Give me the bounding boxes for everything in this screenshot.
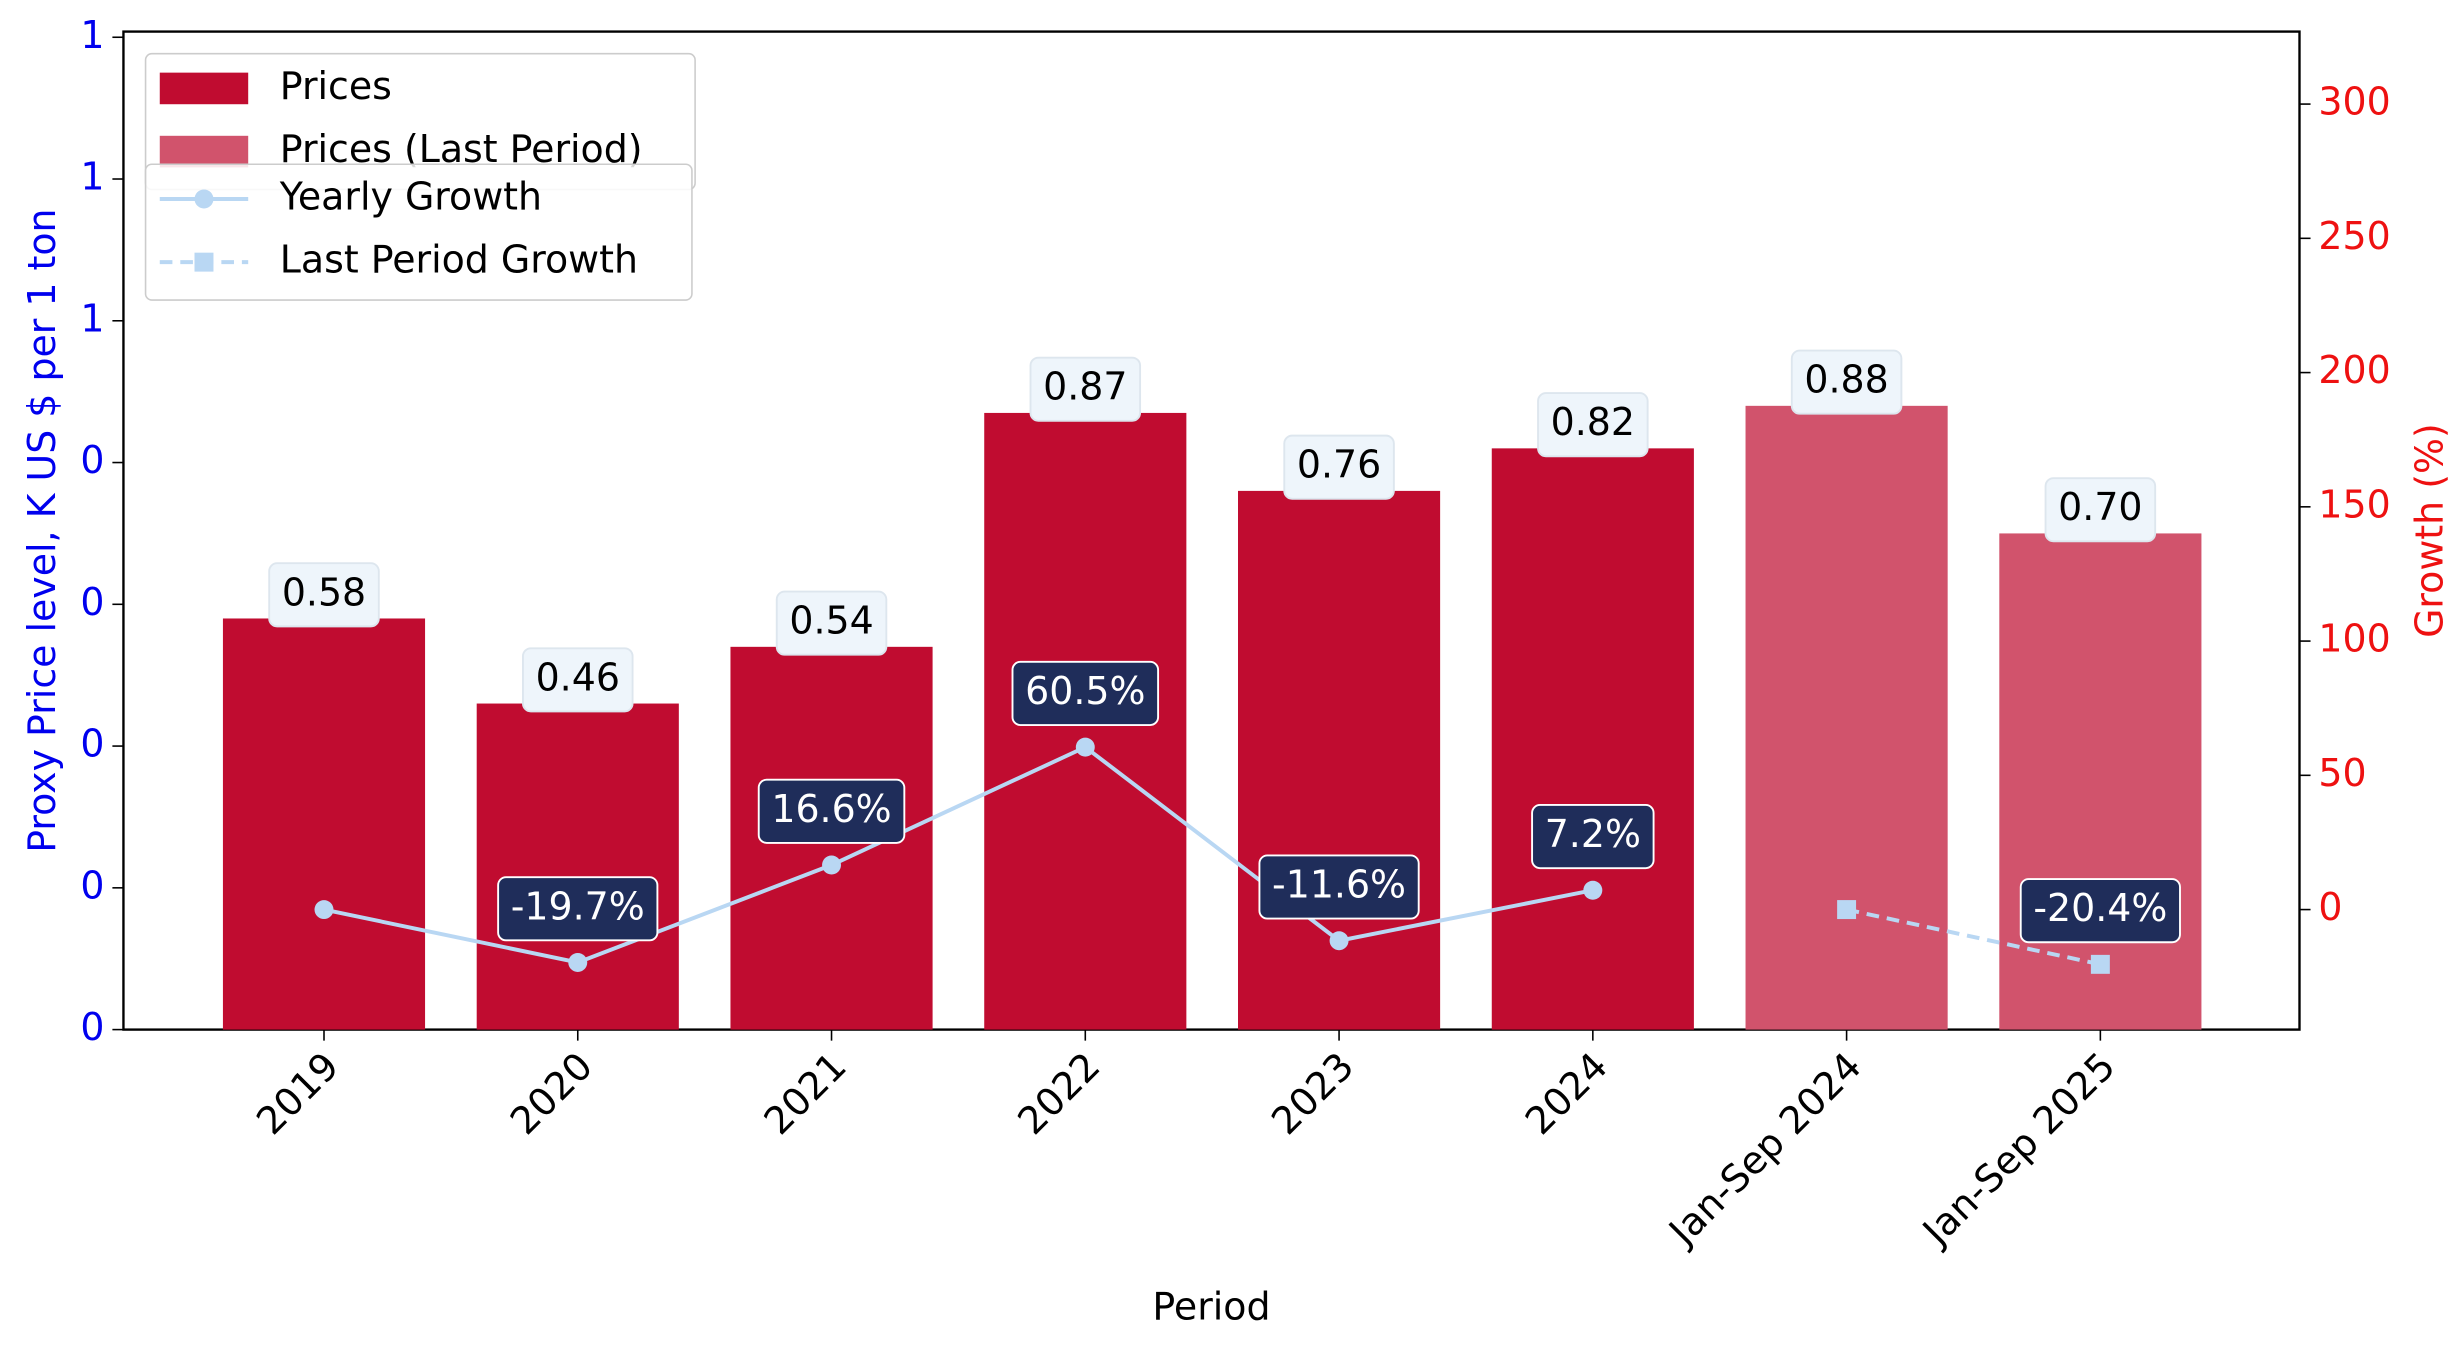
legend-swatch xyxy=(159,135,249,168)
bar xyxy=(1745,405,1948,1030)
legend-label: Yearly Growth xyxy=(279,174,542,218)
y-tick-label: 0 xyxy=(80,438,104,482)
legend-swatch xyxy=(159,72,249,105)
x-tick-label: Jan-Sep 2025 xyxy=(1913,1044,2124,1255)
x-tick-label: 2020 xyxy=(502,1044,601,1143)
marker xyxy=(1837,900,1857,920)
y-tick-label: 1 xyxy=(80,155,104,199)
data-label-text: 0.82 xyxy=(1551,400,1635,444)
data-label-box xyxy=(522,647,634,713)
bar xyxy=(1491,448,1694,1030)
data-label-text: 0.76 xyxy=(1297,443,1381,487)
data-label: 0.70 xyxy=(2044,477,2157,543)
data-label: 0.82 xyxy=(1537,392,1649,458)
data-label: 0.54 xyxy=(775,590,888,656)
data-label-text: 0.46 xyxy=(536,655,620,699)
data-label-text: 0.54 xyxy=(789,599,873,643)
marker xyxy=(1329,931,1349,951)
data-label: 0.88 xyxy=(1790,349,1903,415)
bar xyxy=(222,618,426,1030)
data-label-text: -19.7% xyxy=(511,884,645,928)
marker xyxy=(2090,954,2110,974)
x-tick-label: Jan-Sep 2024 xyxy=(1659,1044,1870,1255)
data-label: 7.2% xyxy=(1531,804,1655,870)
y-tick-label: 0 xyxy=(80,863,104,907)
y2-tick-label: 250 xyxy=(2318,214,2390,258)
data-label-box xyxy=(775,590,888,656)
x-tick-label: 2021 xyxy=(756,1044,855,1143)
marker xyxy=(1583,880,1603,900)
y-tick-label: 0 xyxy=(80,580,104,624)
y2-axis-label: Growth (%) xyxy=(2408,423,2452,638)
data-label: -20.4% xyxy=(2019,878,2181,944)
x-tick-label: 2023 xyxy=(1263,1044,1362,1143)
legend-marker xyxy=(194,252,214,272)
plot-frame xyxy=(122,30,2301,1031)
line xyxy=(1846,907,2101,967)
y-tick-label: 1 xyxy=(80,13,104,57)
bar xyxy=(1999,533,2202,1030)
y-tick-label: 0 xyxy=(80,1005,104,1049)
data-label: -11.6% xyxy=(1258,854,1420,920)
data-label-box xyxy=(1790,349,1903,415)
data-label: 0.46 xyxy=(522,647,634,713)
marker xyxy=(568,952,588,972)
data-label-box xyxy=(1531,804,1655,870)
data-label-box xyxy=(2044,477,2157,543)
x-tick-label: 2022 xyxy=(1009,1044,1108,1143)
data-label-text: 0.88 xyxy=(1804,358,1888,402)
data-label-text: 0.58 xyxy=(282,570,366,614)
legend-box xyxy=(144,163,693,301)
data-label: 16.6% xyxy=(757,778,906,844)
data-label-box xyxy=(2019,878,2181,944)
x-axis-label: Period xyxy=(1152,1285,1270,1329)
data-label-box xyxy=(757,778,906,844)
legend-label: Last Period Growth xyxy=(280,238,638,282)
data-label-text: 0.87 xyxy=(1043,365,1127,409)
legend-label: Prices xyxy=(280,64,392,108)
data-label-box xyxy=(268,562,380,628)
data-label-text: 7.2% xyxy=(1545,812,1641,856)
data-label-text: 60.5% xyxy=(1025,669,1145,713)
y2-tick-label: 100 xyxy=(2318,617,2390,661)
bar xyxy=(476,703,679,1030)
data-label: 0.58 xyxy=(268,562,380,628)
y2-tick-label: 300 xyxy=(2318,80,2390,124)
y-tick-label: 0 xyxy=(80,722,104,766)
data-label-box xyxy=(1029,356,1142,422)
data-label-box xyxy=(1537,392,1649,458)
legend: Yearly Growth Last Period Growth xyxy=(144,163,693,301)
data-label-text: 0.70 xyxy=(2058,485,2142,529)
y-tick-label: 1 xyxy=(80,296,104,340)
data-label-box xyxy=(1011,660,1160,726)
y-axis-label: Proxy Price level, K US $ per 1 ton xyxy=(20,208,64,852)
data-label-box xyxy=(497,876,659,942)
data-label: -19.7% xyxy=(497,876,659,942)
data-label: 0.87 xyxy=(1029,356,1142,422)
legend-marker xyxy=(194,189,214,209)
data-label-box xyxy=(1258,854,1420,920)
data-label-text: 16.6% xyxy=(771,787,891,831)
y2-tick-label: 0 xyxy=(2318,885,2342,929)
x-tick-label: 2019 xyxy=(248,1044,347,1143)
data-label-text: -20.4% xyxy=(2033,886,2167,930)
data-label-box xyxy=(1283,434,1395,500)
marker xyxy=(822,855,842,875)
y2-tick-label: 150 xyxy=(2318,482,2390,526)
y2-tick-label: 50 xyxy=(2318,751,2366,795)
x-tick-label: 2024 xyxy=(1517,1044,1616,1143)
marker xyxy=(314,900,334,920)
marker xyxy=(1075,737,1095,757)
line xyxy=(323,744,1594,965)
y2-tick-label: 200 xyxy=(2318,348,2390,392)
data-label-text: -11.6% xyxy=(1272,863,1406,907)
data-label: 60.5% xyxy=(1011,660,1160,726)
data-label: 0.76 xyxy=(1283,434,1395,500)
